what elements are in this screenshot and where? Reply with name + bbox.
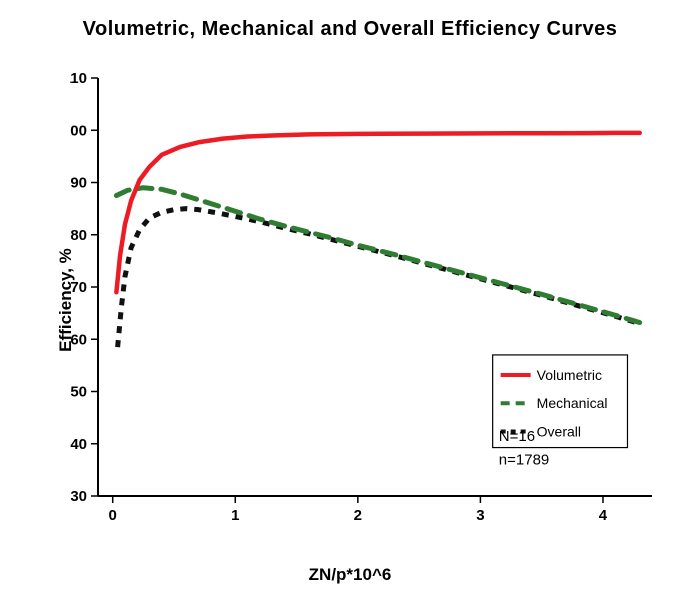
y-tick-label: 90 xyxy=(70,175,87,192)
plot-svg: 30 40 50 60 70 80 90 100 110 0 1 2 3 4 Volumetric Mecha… xyxy=(70,70,660,530)
note-N: N=16 xyxy=(499,428,535,445)
legend-label-overall: Overall xyxy=(537,423,581,439)
y-tick-label: 50 xyxy=(70,384,87,401)
y-tick-label: 80 xyxy=(70,227,87,244)
x-tick-label: 1 xyxy=(231,507,239,524)
x-tick-label: 3 xyxy=(476,507,484,524)
y-tick-label: 70 xyxy=(70,279,87,296)
chart-page: { "title": "Volumetric, Mechanical and O… xyxy=(0,0,700,607)
series-overall xyxy=(118,209,640,347)
y-tick-label: 60 xyxy=(70,331,87,348)
x-axis-label: ZN/p*10^6 xyxy=(0,565,700,585)
y-tick-label: 100 xyxy=(70,122,87,139)
y-tick-label: 110 xyxy=(70,70,87,87)
x-tick-label: 4 xyxy=(599,507,608,524)
plot-area: 30 40 50 60 70 80 90 100 110 0 1 2 3 4 Volumetric Mecha… xyxy=(70,70,660,530)
x-tick-label: 2 xyxy=(354,507,362,524)
series-volumetric xyxy=(116,133,639,292)
chart-title: Volumetric, Mechanical and Overall Effic… xyxy=(0,18,700,41)
legend-label-mechanical: Mechanical xyxy=(537,395,608,411)
note-n: n=1789 xyxy=(499,452,549,469)
y-tick-label: 40 xyxy=(70,436,87,453)
y-tick-label: 30 xyxy=(70,488,87,505)
x-tick-label: 0 xyxy=(109,507,117,524)
legend-label-volumetric: Volumetric xyxy=(537,367,602,383)
